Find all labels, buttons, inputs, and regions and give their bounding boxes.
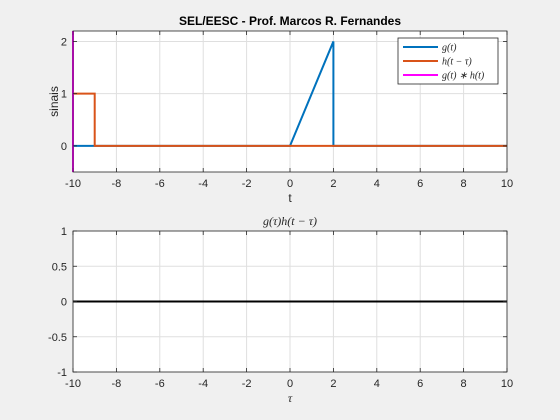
- y-tick-label: 2: [61, 36, 67, 48]
- x-tick-label: -6: [155, 178, 165, 190]
- y-tick-label: 0.5: [52, 261, 67, 273]
- legend-entry-label: h(t − τ): [442, 57, 472, 68]
- chart-title: g(τ)h(t − τ): [263, 214, 317, 228]
- x-tick-label: 0: [287, 178, 293, 190]
- x-tick-label: -6: [155, 378, 165, 390]
- x-tick-label: -8: [112, 378, 122, 390]
- axes-2: -10 -8 -6 -4 -2 0 2 4 6 8 10 -1 -0.5 0 0.5 1 g(τ)h(t − τ…: [48, 214, 513, 405]
- x-tick-label: 4: [374, 178, 380, 190]
- x-tick-label: 6: [417, 178, 423, 190]
- legend: g(t) h(t − τ) g(t) ∗ h(t): [397, 37, 499, 85]
- y-tick-label: 1: [61, 89, 67, 101]
- x-tick-label: -2: [242, 178, 252, 190]
- series-line-2: [73, 92, 507, 147]
- x-tick-label: -10: [65, 378, 81, 390]
- x-tick-label: 8: [461, 178, 467, 190]
- y-tick-label: -1: [57, 367, 67, 379]
- y-tick-label: 0: [61, 297, 67, 309]
- chart-title: SEL/EESC - Prof. Marcos R. Fernandes: [179, 14, 401, 28]
- x-tick-label: -8: [112, 178, 122, 190]
- x-axis-label: τ: [288, 391, 293, 405]
- x-tick-label: -4: [198, 378, 208, 390]
- y-axis-label: sinais: [47, 86, 61, 117]
- x-tick-label: 10: [501, 378, 513, 390]
- x-tick-label: 4: [374, 378, 380, 390]
- y-tick-label: -0.5: [48, 332, 67, 344]
- x-tick-label: 2: [330, 178, 336, 190]
- y-tick-label: 0: [61, 141, 67, 153]
- x-tick-label: 0: [287, 378, 293, 390]
- legend-entry-label: g(t): [442, 43, 457, 54]
- x-tick-label: -10: [65, 178, 81, 190]
- axes-1: -10 -8 -6 -4 -2 0 2 4 6 8 10 0 1 2 SEL/EESC - Prof. Ma…: [47, 14, 513, 205]
- x-tick-label: 6: [417, 378, 423, 390]
- y-tick-label: 1: [61, 226, 67, 238]
- x-axis-label: t: [288, 191, 292, 205]
- x-tick-label: 10: [501, 178, 513, 190]
- x-tick-label: -4: [198, 178, 208, 190]
- x-tick-label: 8: [461, 378, 467, 390]
- x-tick-label: -2: [242, 378, 252, 390]
- x-tick-label: 2: [330, 378, 336, 390]
- legend-entry-label: g(t) ∗ h(t): [442, 71, 485, 82]
